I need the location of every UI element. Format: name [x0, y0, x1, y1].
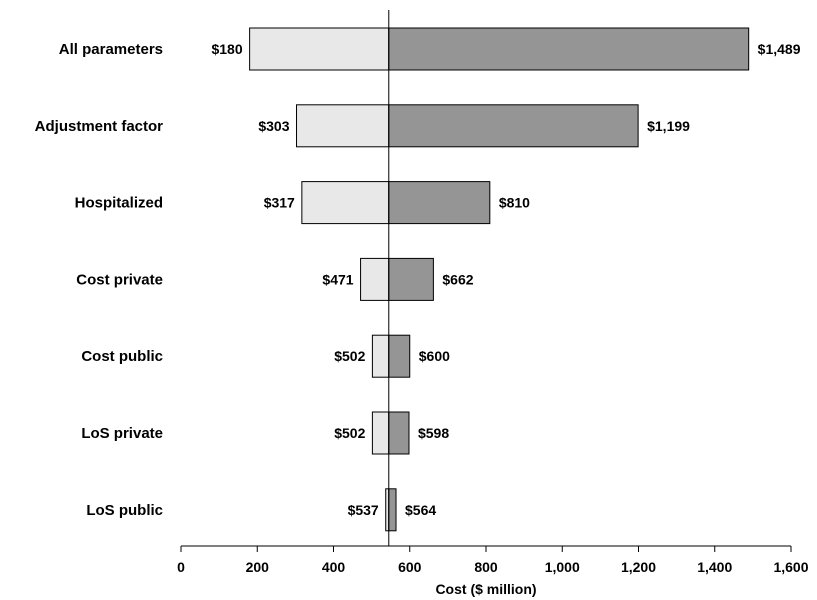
high-value-label: $600	[419, 348, 450, 364]
high-value-label: $598	[418, 425, 449, 441]
high-bar	[388, 181, 491, 225]
x-tick-label: 200	[246, 559, 270, 575]
x-tick-label: 1,600	[773, 559, 808, 575]
high-value-label: $564	[405, 502, 436, 518]
low-bar	[371, 411, 390, 455]
low-bar	[371, 334, 390, 378]
category-label: LoS private	[81, 425, 163, 442]
low-value-label: $471	[322, 271, 353, 287]
value-labels: $180 $1,489 $303 $1,199 $317 $810 $471 $662 $502…	[211, 41, 800, 518]
x-tick-label: 0	[177, 559, 185, 575]
high-value-label: $1,489	[758, 41, 801, 57]
category-label: All parameters	[59, 41, 163, 58]
high-bar	[388, 27, 750, 71]
low-bar	[301, 181, 390, 225]
high-bar	[388, 488, 397, 532]
low-value-label: $502	[334, 425, 365, 441]
low-bars-group	[249, 27, 390, 532]
x-tick-label: 800	[474, 559, 498, 575]
x-tick-label: 1,000	[545, 559, 580, 575]
low-value-label: $303	[258, 118, 289, 134]
x-axis: 0 200 400 600 800 1,000 1,200 1,400 1,600	[177, 10, 809, 575]
high-bar	[388, 257, 434, 301]
high-bar	[388, 334, 411, 378]
high-value-label: $1,199	[647, 118, 690, 134]
category-labels: All parameters Adjustment factor Hospitali…	[35, 41, 164, 519]
category-label: LoS public	[86, 502, 163, 519]
high-bars-group	[388, 27, 750, 532]
category-label: Cost private	[76, 271, 163, 288]
low-bar	[296, 104, 390, 148]
high-value-label: $662	[442, 271, 473, 287]
low-value-label: $317	[264, 195, 295, 211]
category-label: Adjustment factor	[35, 118, 164, 135]
high-bar	[388, 411, 410, 455]
low-bar	[249, 27, 390, 71]
x-tick-label: 400	[322, 559, 346, 575]
x-axis-title: Cost ($ million)	[435, 581, 536, 597]
x-tick-label: 600	[398, 559, 422, 575]
x-tick-label: 1,200	[621, 559, 656, 575]
x-tick-label: 1,400	[697, 559, 732, 575]
low-value-label: $180	[211, 41, 242, 57]
low-value-label: $502	[334, 348, 365, 364]
low-bar	[360, 257, 390, 301]
high-bar	[388, 104, 639, 148]
category-label: Hospitalized	[75, 195, 163, 212]
low-value-label: $537	[348, 502, 379, 518]
high-value-label: $810	[499, 195, 530, 211]
category-label: Cost public	[81, 348, 163, 365]
